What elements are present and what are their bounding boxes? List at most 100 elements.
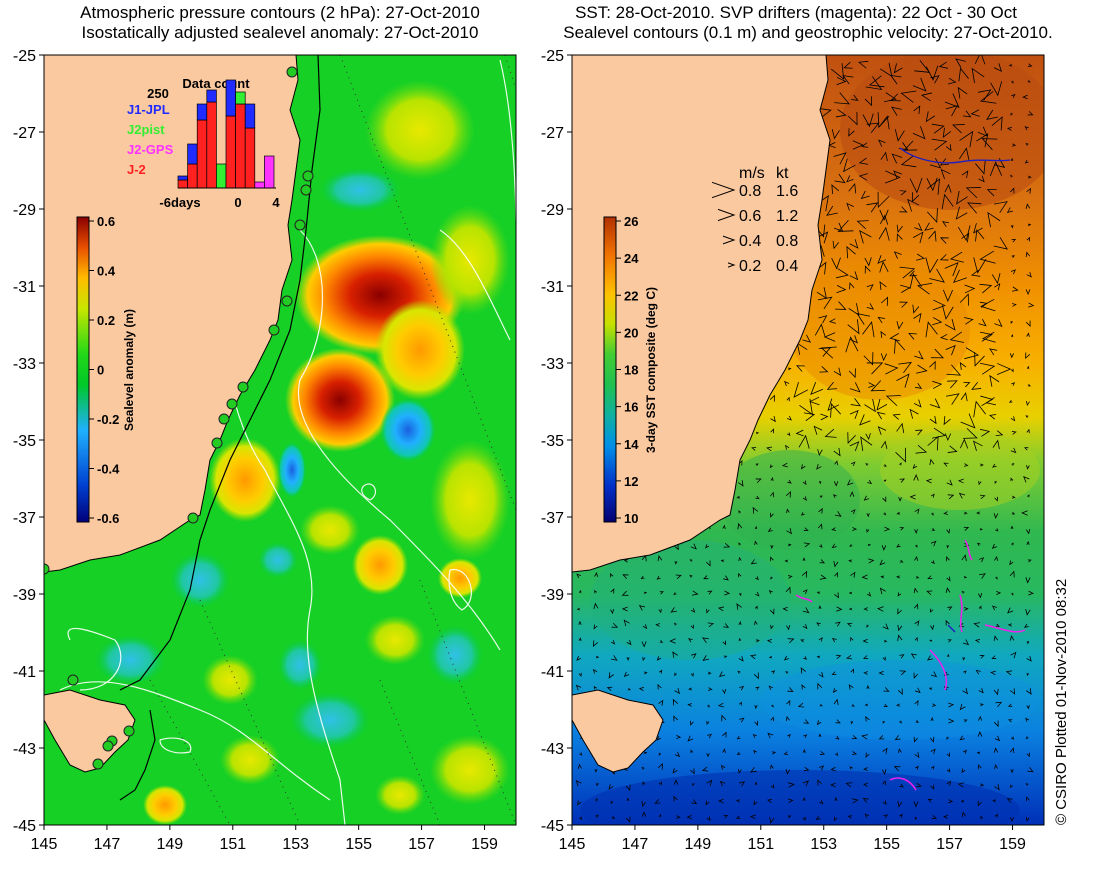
- velocity-arrow: [879, 281, 887, 291]
- velocity-arrow: [959, 703, 966, 711]
- velocity-arrow: [877, 426, 887, 435]
- velocity-arrow: [833, 698, 839, 706]
- svp-drifters: [795, 539, 1026, 791]
- velocity-arrow: [593, 624, 598, 630]
- velocity-arrow: [1027, 63, 1033, 67]
- velocity-arrow: [903, 140, 918, 151]
- right-lon-tick: 159: [999, 836, 1026, 853]
- velocity-arrow: [830, 766, 836, 772]
- sla-colorbar-ramp: [76, 216, 90, 523]
- velocity-arrow: [786, 699, 791, 706]
- velocity-arrow: [893, 63, 903, 74]
- velocity-arrow: [979, 91, 997, 104]
- velocity-arrow: [836, 285, 847, 294]
- velocity-arrow: [802, 749, 806, 754]
- velocity-arrow: [835, 109, 847, 118]
- velocity-arrow: [877, 316, 885, 324]
- land-australia-sst: [572, 55, 830, 572]
- velocity-arrow: [835, 752, 839, 757]
- velocity-arrow: [736, 735, 741, 740]
- velocity-arrow: [877, 191, 890, 209]
- velocity-arrow: [862, 638, 868, 644]
- velocity-arrow: [691, 590, 699, 596]
- velocity-arrow: [852, 527, 858, 531]
- velocity-arrow: [593, 602, 599, 609]
- velocity-arrow: [783, 655, 789, 661]
- velocity-arrow: [690, 608, 696, 613]
- velocity-arrow: [916, 282, 933, 295]
- velocity-arrow: [900, 90, 917, 103]
- velocity-arrow: [818, 605, 822, 609]
- velocity-arrow: [723, 575, 729, 581]
- velocity-arrow: [830, 63, 845, 80]
- right-lat-tick: -43: [541, 741, 564, 758]
- velocity-arrow: [947, 639, 952, 643]
- velocity-arrow: [690, 720, 694, 726]
- velocity-arrow: [753, 749, 757, 754]
- velocity-arrow: [942, 305, 954, 320]
- velocity-arrow: [931, 703, 937, 707]
- velocity-arrow: [843, 61, 853, 69]
- velocity-arrow: [608, 672, 614, 679]
- velocity-arrow: [924, 222, 934, 231]
- copyright-note: © CSIRO Plotted 01-Nov-2010 08:32: [1053, 579, 1070, 825]
- velocity-arrow: [707, 733, 712, 739]
- velocity-arrow: [993, 635, 999, 642]
- velocity-arrow: [963, 526, 970, 531]
- velocity-arrow: [659, 640, 664, 643]
- velocity-arrow: [785, 491, 791, 498]
- sst-colorbar-ramp: [603, 216, 617, 523]
- velocity-arrow: [836, 606, 843, 612]
- velocity-arrow: [827, 398, 840, 412]
- velocity-arrow: [929, 268, 945, 283]
- velocity-arrow: [883, 479, 887, 482]
- velocity-arrow: [961, 232, 970, 243]
- velocity-arrow: [856, 313, 871, 325]
- velocity-arrow: [865, 715, 870, 722]
- velocity-arrow: [706, 779, 713, 787]
- velocity-arrow: [995, 430, 1004, 437]
- velocity-arrow: [738, 592, 742, 597]
- velocity-arrow: [944, 183, 952, 193]
- velocity-arrow: [1024, 623, 1029, 629]
- velocity-arrow: [979, 815, 984, 819]
- data-count-inset: Data count 250 J1-JPL J2pist J2-GPS J-2 -6d…: [127, 76, 280, 210]
- velocity-arrow: [801, 570, 808, 578]
- velocity-arrow: [914, 816, 918, 821]
- right-lat-tick: -29: [541, 202, 564, 219]
- velocity-arrow: [994, 555, 999, 562]
- velocity-arrow: [1007, 623, 1012, 627]
- velocity-arrow: [832, 688, 838, 693]
- velocity-arrow: [964, 284, 976, 294]
- velocity-arrow: [979, 573, 986, 579]
- velocity-arrow: [899, 813, 903, 818]
- velocity-arrow: [787, 575, 793, 579]
- velocity-arrow: [687, 735, 694, 742]
- velocity-arrow: [864, 265, 871, 274]
- velocity-arrow: [890, 74, 902, 85]
- velocity-arrow: [1025, 289, 1031, 296]
- velocity-arrow: [579, 752, 583, 756]
- sla-colorbar-tick: -0.2: [97, 412, 119, 427]
- velocity-arrow: [691, 799, 698, 805]
- velocity-arrow: [755, 576, 759, 581]
- velocity-arrow: [945, 144, 952, 152]
- velocity-arrow: [738, 480, 744, 487]
- velocity-arrow: [959, 362, 967, 370]
- velocity-arrow: [929, 398, 941, 409]
- data-count-bar-j2: [244, 127, 256, 189]
- velocity-arrow: [818, 765, 825, 771]
- velocity-arrow: [720, 764, 726, 770]
- velocity-arrow: [848, 684, 854, 690]
- velocity-arrow: [803, 412, 816, 422]
- velocity-arrow: [755, 431, 760, 435]
- velocity-arrow: [754, 705, 758, 710]
- velocity-arrow: [641, 641, 647, 648]
- velocity-arrow: [785, 768, 791, 775]
- velocity-arrow: [738, 620, 742, 625]
- velocity-arrow: [641, 800, 647, 808]
- left-lat-tick: -41: [13, 664, 36, 681]
- velocity-arrow: [882, 656, 886, 661]
- velocity-arrow: [787, 543, 792, 547]
- velocity-arrow: [992, 439, 1000, 450]
